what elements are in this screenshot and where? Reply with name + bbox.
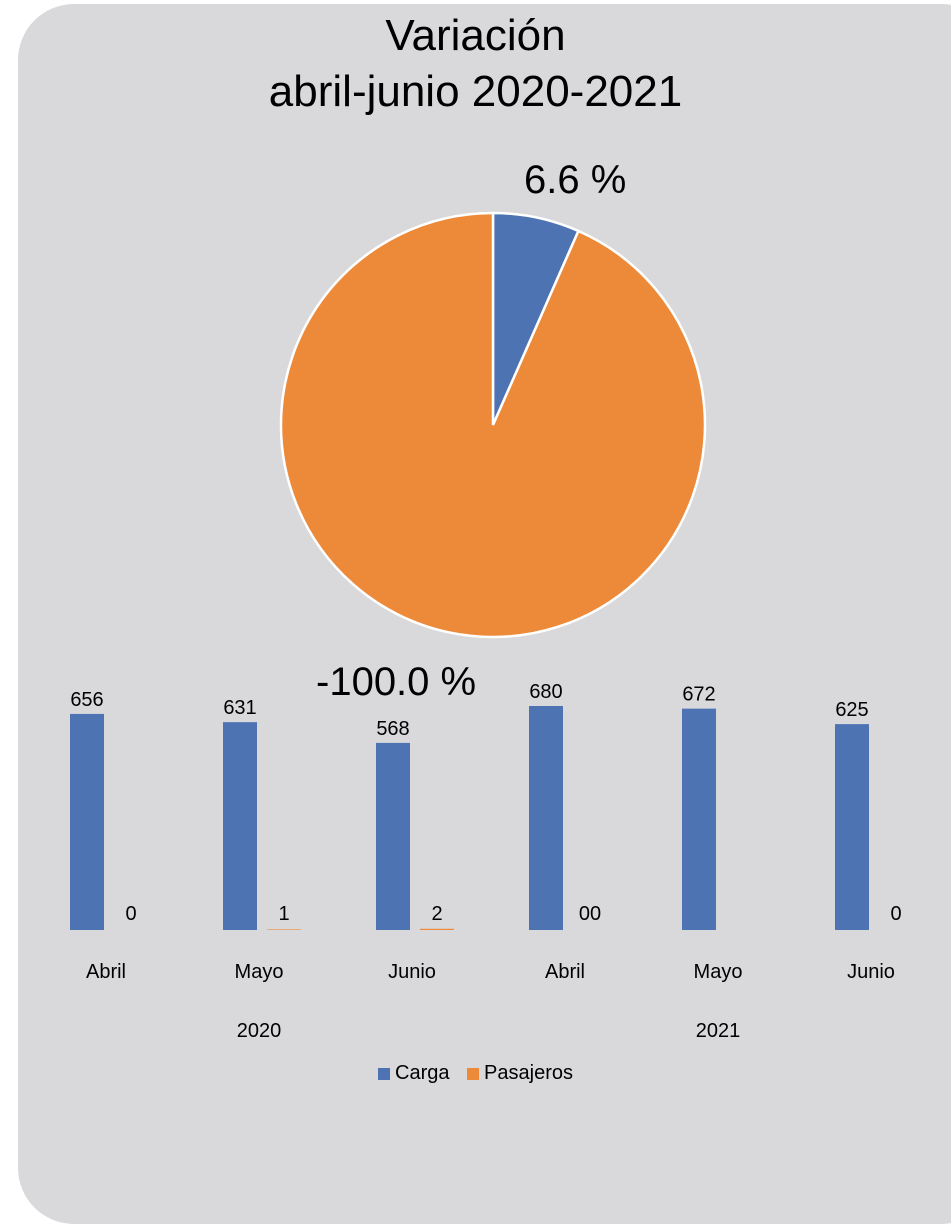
pie-chart	[279, 211, 707, 639]
pie-subtitle: abril-junio 2020-2021	[268, 67, 683, 116]
category-label-5: Junio	[847, 961, 895, 983]
legend-swatch-carga	[378, 1067, 390, 1080]
legend-label-carga: Carga	[395, 1062, 450, 1084]
category-label-3: Abril	[545, 961, 585, 983]
bar-pasajeros-2	[420, 928, 454, 930]
data-label-carga-5: 625	[835, 699, 868, 721]
legend-label-pasajeros: Pasajeros	[484, 1062, 573, 1084]
bar-carga-4	[682, 708, 716, 930]
data-label-pasajeros-5: 0	[890, 903, 901, 925]
legend-item-pasajeros: Pasajeros	[467, 1062, 573, 1085]
data-label-pasajeros-2: 2	[431, 903, 442, 925]
category-label-1: Mayo	[235, 961, 284, 983]
data-label-carga-2: 568	[376, 718, 409, 740]
category-label-2: Junio	[388, 961, 436, 983]
pie-label-carga: 6.6 %	[524, 158, 627, 202]
legend-swatch-pasajeros	[467, 1067, 480, 1080]
data-label-carga-3: 680	[529, 681, 562, 703]
bar-carga-2	[376, 742, 410, 930]
group-label-1: 2021	[696, 1020, 741, 1042]
category-label-4: Mayo	[694, 961, 743, 983]
bar-pasajeros-1	[267, 929, 301, 930]
pie-label-pasajeros: -100.0 %	[316, 660, 477, 704]
data-label-carga-4: 672	[682, 684, 715, 706]
legend-item-carga: Carga	[378, 1062, 449, 1085]
data-label-pasajeros-1: 1	[278, 903, 289, 925]
category-label-0: Abril	[86, 961, 126, 983]
data-label-carga-0: 656	[70, 689, 103, 711]
bar-carga-0	[70, 713, 104, 930]
bar-carga-5	[835, 724, 869, 930]
data-label-carga-1: 631	[223, 697, 256, 719]
group-label-0: 2020	[237, 1020, 282, 1042]
pie-title: Variación	[385, 11, 566, 60]
pie-slice-pasajeros	[279, 211, 707, 639]
bar-chart: 656 0 Abril 631 1 Mayo 568 2 Junio 680 00 Abril 672 M…	[70, 681, 902, 1042]
bar-carga-1	[223, 722, 257, 930]
bar-carga-3	[529, 706, 563, 930]
legend: Carga Pasajeros	[0, 1062, 951, 1086]
data-label-pasajeros-0: 0	[125, 903, 136, 925]
data-label-pasajeros-3: 00	[579, 903, 601, 925]
chart-title: Variación abril-junio 2020-2021	[0, 8, 951, 120]
